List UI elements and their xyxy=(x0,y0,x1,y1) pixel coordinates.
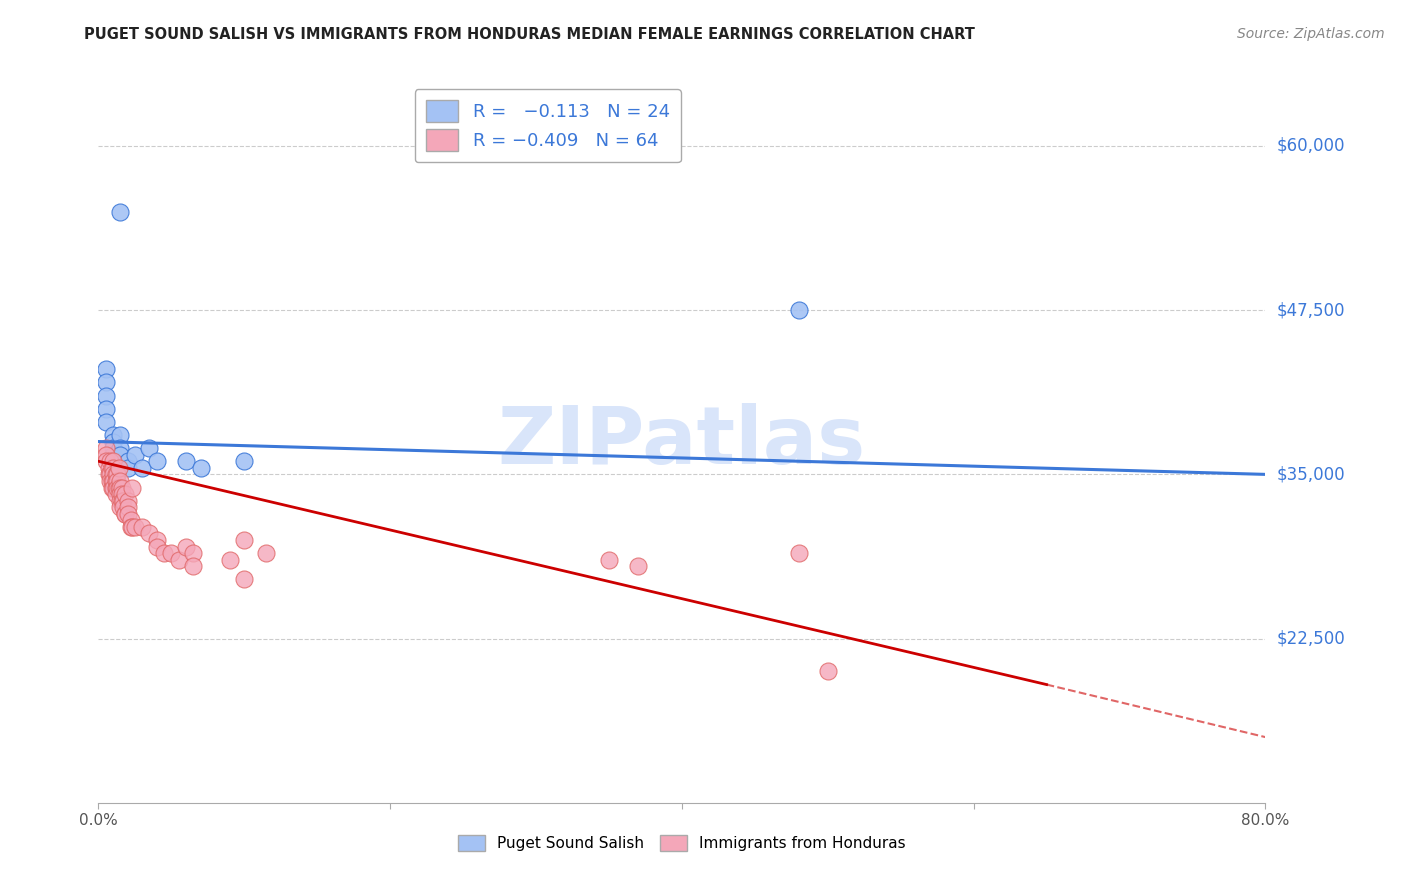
Point xyxy=(108,481,131,495)
Text: PUGET SOUND SALISH VS IMMIGRANTS FROM HONDURAS MEDIAN FEMALE EARNINGS CORRELATIO: PUGET SOUND SALISH VS IMMIGRANTS FROM HO… xyxy=(84,27,976,42)
Point xyxy=(112,493,135,508)
Point xyxy=(101,448,124,462)
Point xyxy=(104,467,127,482)
Point xyxy=(112,500,135,515)
Point xyxy=(114,507,136,521)
Point xyxy=(153,546,176,560)
Point xyxy=(218,553,240,567)
Point xyxy=(627,559,650,574)
Point xyxy=(98,454,121,468)
Point xyxy=(94,448,117,462)
Point xyxy=(233,533,256,547)
Point xyxy=(114,487,136,501)
Point xyxy=(110,204,132,219)
Point xyxy=(101,481,124,495)
Point xyxy=(94,415,117,429)
Point xyxy=(101,454,124,468)
Point xyxy=(117,507,139,521)
Point xyxy=(110,487,132,501)
Point xyxy=(105,481,128,495)
Point xyxy=(104,474,127,488)
Point xyxy=(233,573,256,587)
Point xyxy=(110,500,132,515)
Point xyxy=(108,460,131,475)
Point xyxy=(101,441,124,455)
Point xyxy=(110,493,132,508)
Point xyxy=(124,520,146,534)
Point xyxy=(181,559,204,574)
Point xyxy=(101,474,124,488)
Point xyxy=(104,487,127,501)
Point xyxy=(233,454,256,468)
Point xyxy=(817,665,839,679)
Point xyxy=(117,460,139,475)
Point xyxy=(100,460,122,475)
Point xyxy=(120,513,142,527)
Text: $22,500: $22,500 xyxy=(1277,630,1346,648)
Text: $60,000: $60,000 xyxy=(1277,137,1346,155)
Point xyxy=(117,493,139,508)
Point xyxy=(110,428,132,442)
Point xyxy=(174,540,197,554)
Point xyxy=(98,467,121,482)
Point xyxy=(94,362,117,376)
Point xyxy=(124,448,146,462)
Point xyxy=(110,481,132,495)
Point xyxy=(190,460,212,475)
Point xyxy=(131,460,153,475)
Point xyxy=(121,481,143,495)
Point xyxy=(101,434,124,449)
Point xyxy=(101,454,124,468)
Point xyxy=(98,474,121,488)
Point xyxy=(105,467,128,482)
Point xyxy=(94,441,117,455)
Point xyxy=(105,474,128,488)
Point xyxy=(110,474,132,488)
Point xyxy=(146,533,169,547)
Text: Source: ZipAtlas.com: Source: ZipAtlas.com xyxy=(1237,27,1385,41)
Text: ZIPatlas: ZIPatlas xyxy=(498,402,866,481)
Point xyxy=(174,454,197,468)
Point xyxy=(101,467,124,482)
Point xyxy=(131,520,153,534)
Point xyxy=(111,493,134,508)
Text: $47,500: $47,500 xyxy=(1277,301,1346,319)
Point xyxy=(94,376,117,390)
Point xyxy=(598,553,620,567)
Point xyxy=(120,520,142,534)
Point xyxy=(111,487,134,501)
Point xyxy=(181,546,204,560)
Point xyxy=(117,454,139,468)
Point xyxy=(121,520,143,534)
Point xyxy=(94,401,117,416)
Point xyxy=(160,546,183,560)
Point xyxy=(787,303,810,318)
Point xyxy=(101,428,124,442)
Point xyxy=(254,546,277,560)
Legend: Puget Sound Salish, Immigrants from Honduras: Puget Sound Salish, Immigrants from Hond… xyxy=(449,826,915,860)
Point xyxy=(167,553,190,567)
Point xyxy=(94,454,117,468)
Point xyxy=(94,388,117,402)
Point xyxy=(110,441,132,455)
Point xyxy=(787,546,810,560)
Point xyxy=(114,507,136,521)
Point xyxy=(138,526,160,541)
Point xyxy=(110,448,132,462)
Text: $35,000: $35,000 xyxy=(1277,466,1346,483)
Point xyxy=(146,454,169,468)
Point xyxy=(97,467,120,482)
Point xyxy=(101,460,124,475)
Point xyxy=(100,481,122,495)
Point xyxy=(97,460,120,475)
Point xyxy=(111,481,134,495)
Point xyxy=(100,474,122,488)
Point xyxy=(117,500,139,515)
Point xyxy=(146,540,169,554)
Point xyxy=(138,441,160,455)
Point xyxy=(104,481,127,495)
